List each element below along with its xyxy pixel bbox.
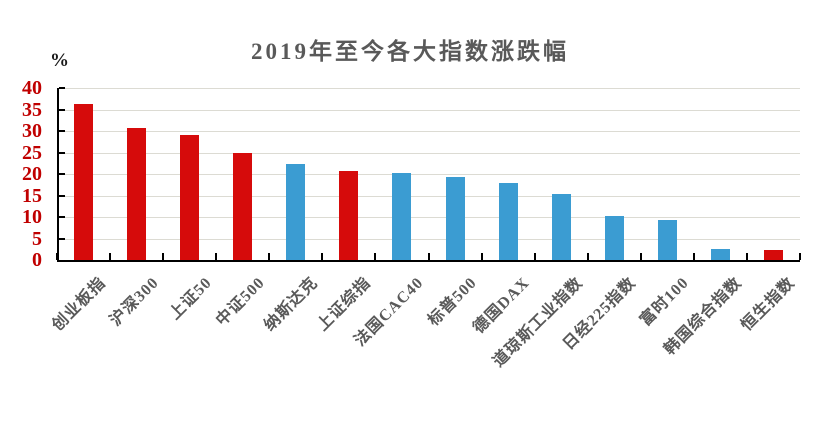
x-category-label: 创业板指 [48,274,109,335]
y-tick-mark [59,108,65,111]
gridline [59,238,800,240]
bar [445,177,465,260]
y-tick-label: 15 [22,184,42,207]
chart-title: 2019年至今各大指数涨跌幅 [251,39,569,64]
gridline [59,88,800,89]
x-tick-mark [640,253,642,260]
y-tick-label: 5 [32,227,42,250]
x-tick-mark [109,253,111,260]
x-category-label: 恒生指数 [738,274,799,335]
gridline [59,131,800,132]
y-tick-mark [59,151,65,154]
gridline [59,152,800,154]
bar [763,250,783,260]
bar [551,193,571,260]
x-tick-mark [268,253,270,260]
x-tick-mark [693,253,695,260]
gridline [59,109,800,111]
x-tick-mark [374,253,376,260]
y-axis-line [57,88,59,262]
bar [657,220,677,260]
y-tick-label: 25 [22,141,42,164]
y-tick-label: 30 [22,120,42,142]
y-tick-label: 40 [22,77,42,99]
bar [74,104,94,260]
y-tick-label: 20 [22,163,42,185]
y-tick-mark [59,173,65,175]
x-tick-mark [746,253,748,260]
y-tick-mark [59,87,65,89]
y-tick-label: 10 [22,206,42,228]
bar [180,134,200,260]
gridline [59,174,800,175]
x-tick-mark [481,253,483,260]
x-tick-mark [321,253,323,260]
x-category-label: 上证50 [166,274,215,324]
x-tick-mark [534,253,536,260]
x-tick-mark [162,253,164,260]
bar [286,164,306,260]
x-tick-mark [428,253,430,260]
x-tick-mark [799,253,801,260]
y-tick-mark [59,216,65,218]
plot-area [56,87,801,262]
bar [339,171,359,260]
bar [498,182,518,260]
y-axis-unit-label: % [50,50,69,71]
y-tick-mark [59,237,65,240]
x-axis-line [57,260,800,262]
bar [710,249,730,260]
x-tick-mark [587,253,589,260]
gridline [59,195,800,197]
y-tick-label: 35 [22,98,42,121]
y-tick-mark [59,130,65,132]
bar [127,127,147,260]
bar [604,215,624,260]
x-category-label: 纳斯达克 [260,274,322,335]
gridline [59,217,800,218]
x-tick-mark [215,253,217,260]
bar [233,153,253,260]
x-category-label: 沪深300 [106,274,162,330]
bar [392,173,412,260]
y-tick-label: 0 [32,249,42,271]
y-tick-mark [59,194,65,197]
